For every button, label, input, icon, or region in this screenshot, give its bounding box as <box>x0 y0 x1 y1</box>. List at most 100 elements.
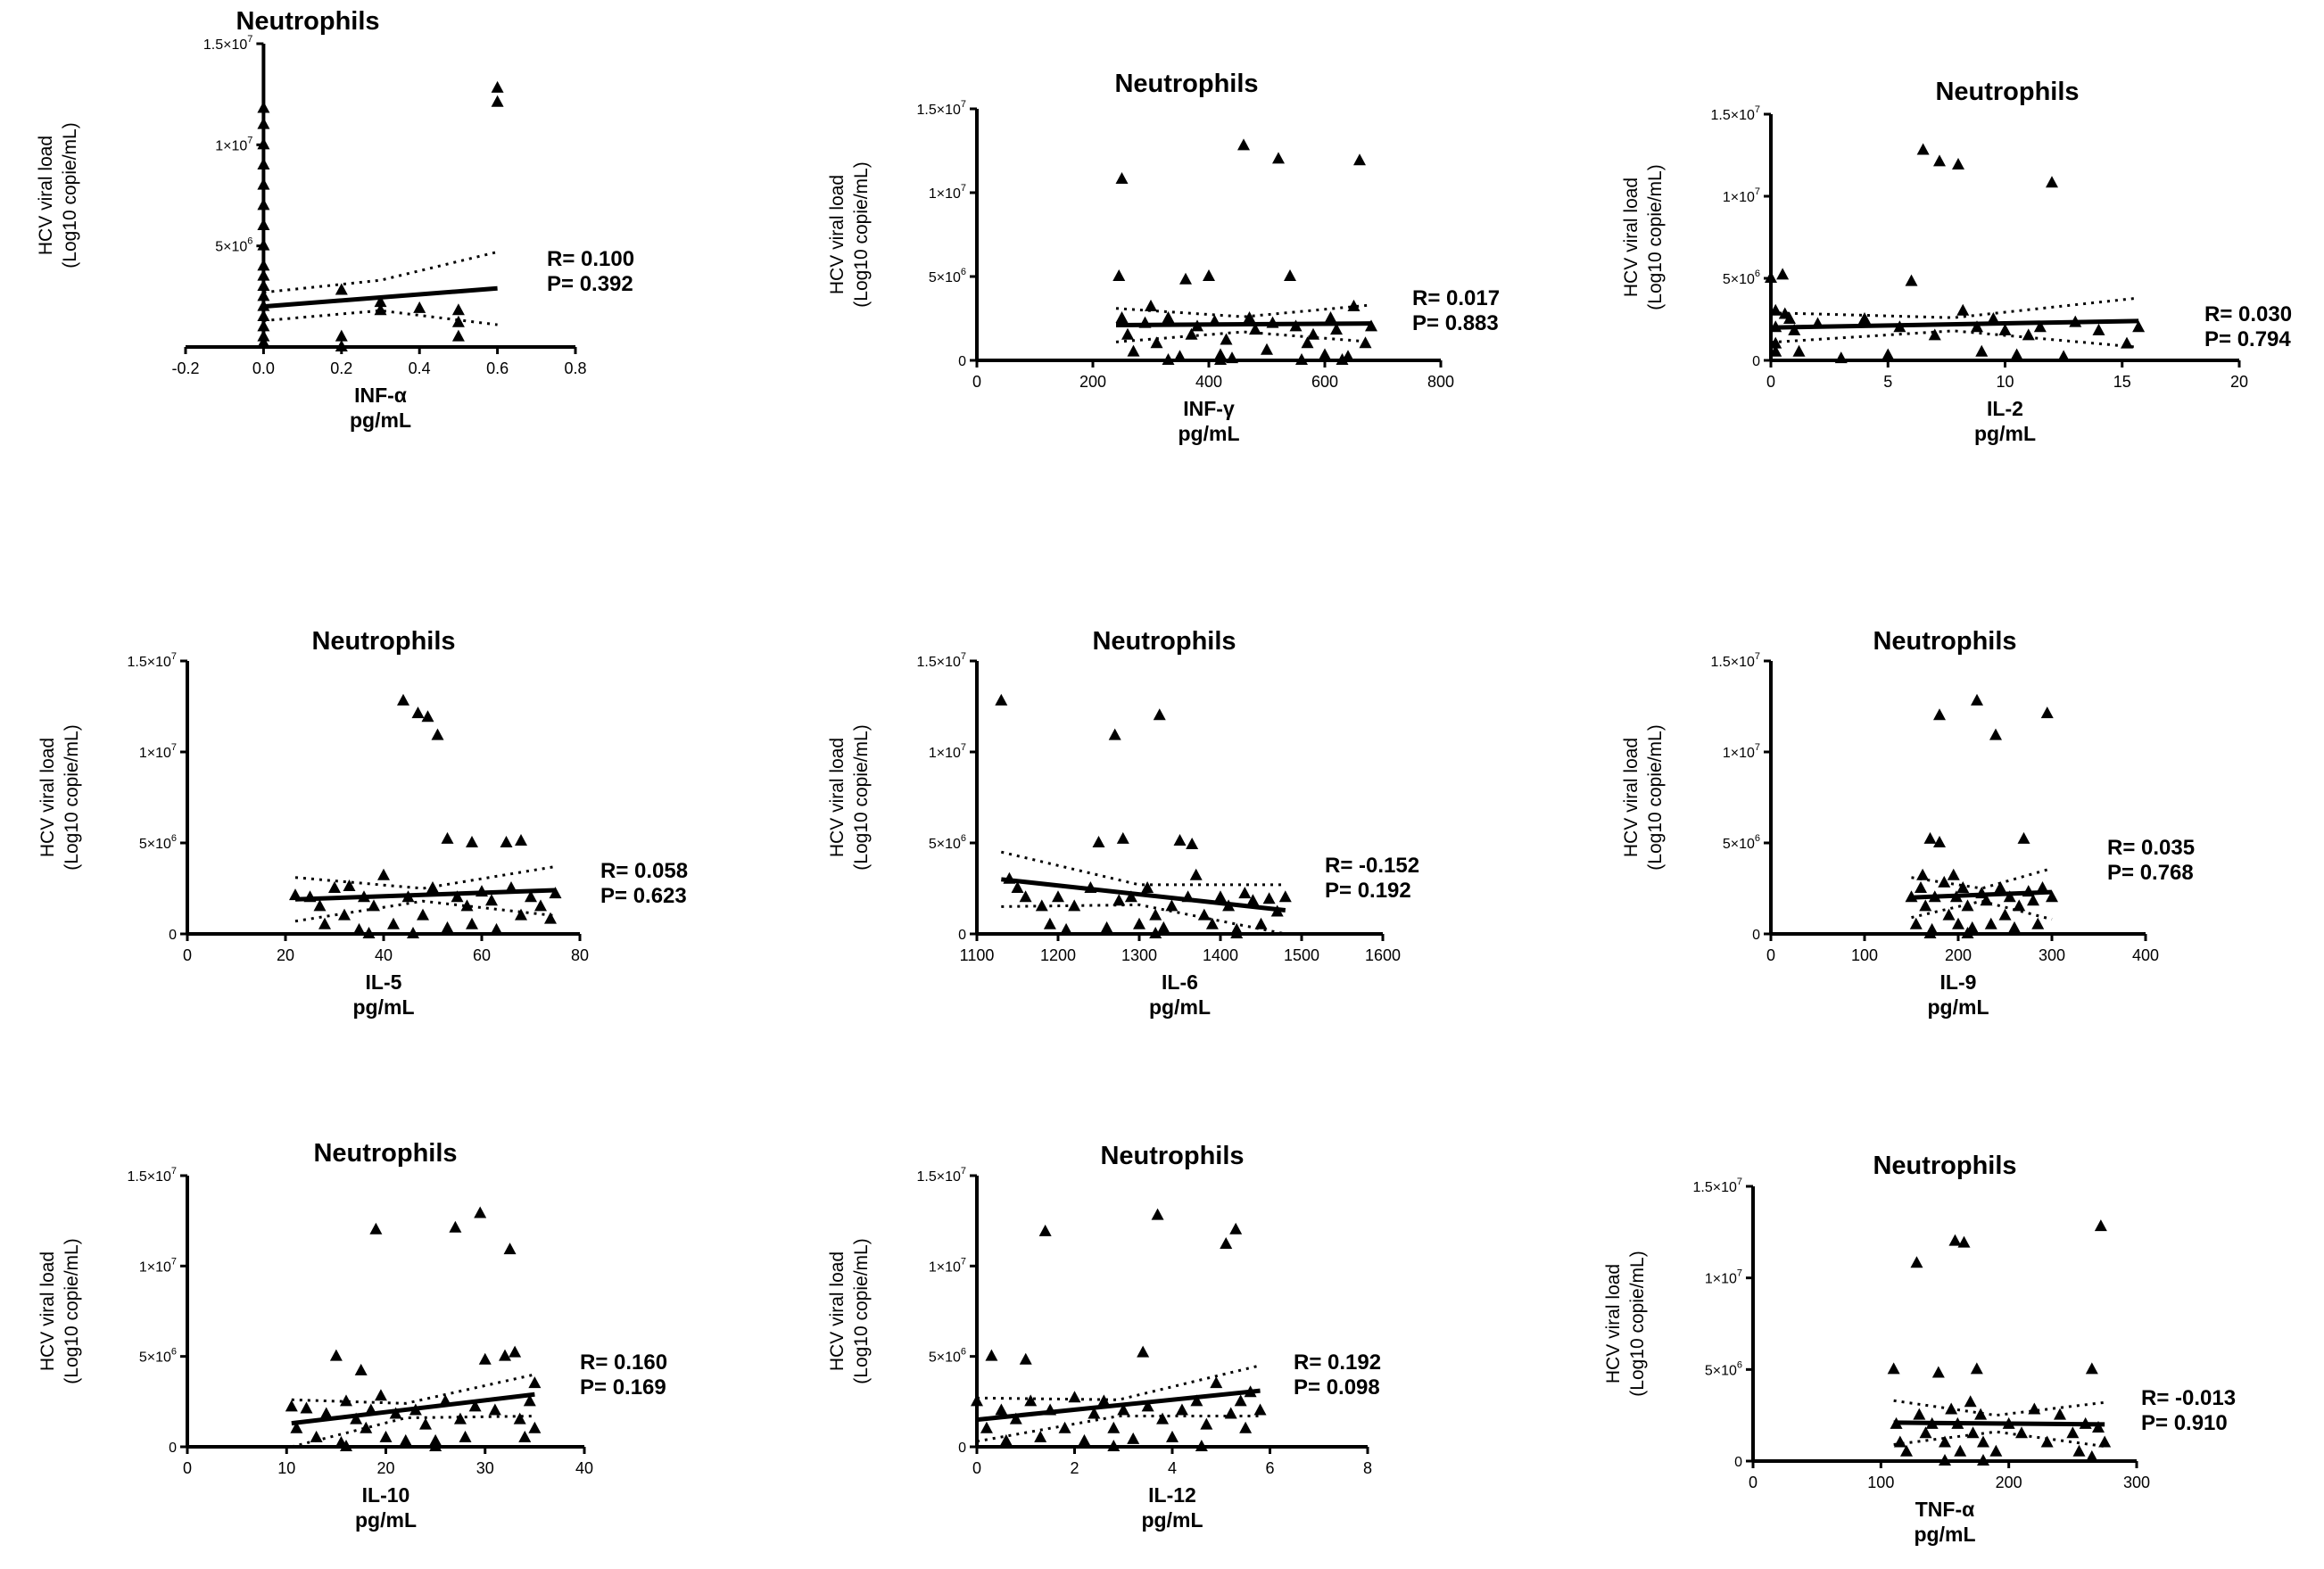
data-point <box>1100 921 1113 933</box>
data-point <box>1078 1433 1091 1446</box>
data-point <box>1957 1235 1971 1248</box>
data-point <box>343 879 356 891</box>
y-tick-mantissa: 1.5×10 <box>1692 1180 1736 1195</box>
y-axis-label-line2: (Log10 copie/mL) <box>851 1238 872 1383</box>
data-point <box>1324 311 1337 323</box>
y-tick-mantissa: 1.5×10 <box>916 1169 960 1185</box>
data-point <box>401 890 415 903</box>
y-axis-label-line1: HCV viral load <box>36 136 56 255</box>
r-value: R= -0.152 <box>1325 854 1419 878</box>
data-point <box>1952 158 1964 170</box>
y-tick-mantissa: 1×10 <box>139 746 171 761</box>
data-point <box>476 885 488 897</box>
y-tick-label: 1×107 <box>1723 186 1760 205</box>
data-point <box>2121 336 2133 349</box>
x-axis-label: IL-9 <box>1940 970 1977 994</box>
data-point <box>1938 875 1951 888</box>
data-point <box>350 1412 363 1424</box>
data-point <box>2054 1408 2066 1420</box>
data-point <box>362 927 376 938</box>
data-point <box>1788 323 1801 335</box>
x-tick-label: 100 <box>1867 1474 1894 1491</box>
y-tick-mantissa: 0 <box>958 1441 966 1456</box>
data-point <box>399 1433 412 1446</box>
y-tick-label: 0 <box>1734 1455 1742 1470</box>
data-point <box>544 912 557 924</box>
data-point <box>2010 348 2023 360</box>
data-point <box>1112 894 1126 906</box>
r-value: R= 0.017 <box>1412 286 1500 310</box>
x-axis-unit: pg/mL <box>1149 995 1211 1019</box>
data-point <box>257 238 270 251</box>
data-point <box>1108 728 1121 740</box>
data-point <box>515 908 527 921</box>
p-value: P= 0.794 <box>2204 327 2291 351</box>
data-point <box>528 1376 542 1389</box>
data-point <box>1191 319 1203 332</box>
y-axis-label-line2: (Log10 copie/mL) <box>851 161 872 307</box>
data-point <box>1961 927 1974 938</box>
x-tick-label: 20 <box>376 1459 394 1477</box>
data-point <box>1769 320 1782 333</box>
data-point <box>1226 351 1238 364</box>
data-point <box>1112 269 1126 281</box>
data-point <box>1150 336 1163 349</box>
data-point <box>1975 887 1989 899</box>
data-point <box>1916 868 1930 880</box>
data-point <box>257 319 270 332</box>
data-point <box>1301 336 1314 349</box>
data-point <box>2040 706 2054 719</box>
y-axis-label-line2: (Log10 copie/mL) <box>1627 1251 1648 1396</box>
y-tick-mantissa: 5×10 <box>1705 1363 1737 1378</box>
y-tick-mantissa: 1×10 <box>1723 746 1755 761</box>
data-point <box>1190 1394 1203 1407</box>
data-point <box>1133 917 1145 929</box>
confidence-band-lower <box>1001 903 1286 936</box>
x-axis-label: IL-5 <box>366 970 402 994</box>
data-point <box>1947 868 1960 880</box>
regression-line <box>976 1388 1261 1423</box>
y-tick-exponent: 6 <box>961 1347 966 1358</box>
data-point <box>451 890 464 903</box>
r-value: R= 0.160 <box>580 1350 667 1375</box>
chart-title: Neutrophils <box>313 1139 457 1168</box>
y-tick-exponent: 6 <box>171 833 177 844</box>
data-point <box>1121 327 1134 340</box>
y-tick-mantissa: 5×10 <box>215 240 247 255</box>
confidence-band-upper <box>294 865 556 890</box>
data-point <box>257 329 270 342</box>
confidence-band-lower <box>1911 899 2053 921</box>
data-point <box>1270 904 1284 917</box>
data-point <box>1353 153 1366 166</box>
y-tick-mantissa: 5×10 <box>1723 837 1755 852</box>
data-point <box>1890 1416 1903 1429</box>
x-tick-label: 80 <box>571 946 589 964</box>
y-tick-exponent: 6 <box>247 236 252 247</box>
y-tick-label: 0 <box>958 1441 966 1456</box>
data-point <box>257 137 270 150</box>
data-point <box>1237 138 1250 151</box>
data-point <box>1044 1403 1057 1416</box>
data-point <box>2098 1435 2112 1448</box>
data-point <box>417 908 429 921</box>
data-point <box>360 1421 373 1433</box>
data-point <box>1003 871 1016 884</box>
data-point <box>1234 1394 1247 1407</box>
data-point <box>1925 1416 1939 1429</box>
data-point <box>1261 343 1273 355</box>
data-point <box>1887 1362 1900 1375</box>
data-point <box>2132 320 2146 333</box>
data-point <box>1893 1435 1906 1448</box>
data-point <box>1272 152 1285 164</box>
data-point <box>2027 894 2039 906</box>
x-tick-label: 200 <box>1079 373 1106 391</box>
data-point <box>1107 1421 1121 1433</box>
data-point <box>1347 299 1360 311</box>
y-tick-label: 0 <box>958 928 966 943</box>
data-point <box>409 1403 422 1416</box>
y-tick-mantissa: 0 <box>958 928 966 943</box>
y-tick-mantissa: 5×10 <box>139 837 171 852</box>
data-point <box>2046 890 2058 903</box>
data-point <box>500 836 513 847</box>
data-point <box>1043 917 1056 929</box>
